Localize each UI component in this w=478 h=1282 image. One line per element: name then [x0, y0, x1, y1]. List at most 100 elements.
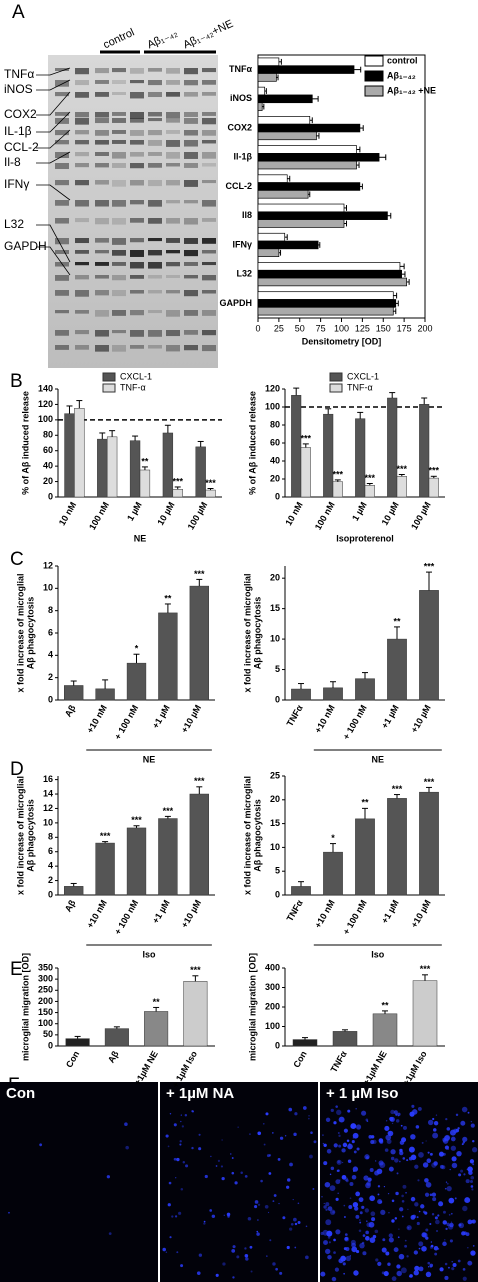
band-leader [36, 111, 71, 133]
gel-band [202, 112, 216, 116]
y-tick-label: GAPDH [219, 298, 252, 308]
bar [257, 131, 317, 141]
bar [257, 73, 277, 82]
bar [257, 145, 357, 154]
gel-band [166, 218, 180, 224]
cell-dot [297, 1220, 301, 1224]
cell-dot [364, 1154, 370, 1160]
cell-dot [377, 1185, 381, 1188]
cell-dot [353, 1150, 357, 1154]
cell-dot [352, 1166, 359, 1172]
x-axis-label: Densitometry [OD] [302, 336, 382, 346]
gel-band [130, 118, 144, 123]
y-axis-label: % of Aβ induced release [247, 391, 257, 495]
cell-dot [431, 1213, 435, 1216]
cell-dot [362, 1251, 367, 1256]
band-leader [36, 67, 71, 76]
cell-dot [471, 1219, 476, 1224]
cell-dot [331, 1276, 337, 1282]
cell-dot [380, 1209, 386, 1215]
bar [332, 1031, 358, 1047]
cell-dot [413, 1250, 419, 1255]
cell-dot [168, 1181, 172, 1185]
cell-dot [455, 1113, 459, 1117]
bar [189, 585, 209, 701]
gel-band [166, 290, 180, 294]
group-label: Iso [143, 949, 157, 959]
y-tick-label: 8 [48, 605, 53, 615]
cell-dot [125, 1145, 129, 1150]
image-label: + 1µM NA [166, 1085, 234, 1102]
gel-band [148, 250, 162, 256]
gel-band [184, 80, 198, 86]
gel-band [166, 250, 180, 254]
gel-band [130, 330, 144, 337]
gel-band [75, 250, 89, 254]
cell-dot [383, 1185, 386, 1188]
legend-label: control [387, 55, 418, 65]
gel-band [202, 200, 216, 207]
gel-band [55, 180, 69, 186]
bar [387, 397, 398, 498]
x-tick-label: 50 [295, 323, 305, 333]
bar [257, 277, 407, 287]
y-tick-label: COX2 [227, 122, 252, 132]
bar [323, 851, 343, 896]
gel-band [148, 262, 162, 269]
cell-dot [472, 1139, 475, 1143]
gel-band [148, 200, 162, 207]
cell-dot [470, 1120, 473, 1123]
cell-dot [448, 1197, 455, 1204]
cell-dot [383, 1271, 389, 1277]
gel-band [75, 92, 89, 98]
gel-band [184, 238, 198, 244]
cell-dot [416, 1216, 419, 1219]
cell-dot [450, 1145, 456, 1151]
cell-dot [106, 1175, 110, 1179]
gel-band [112, 250, 126, 256]
x-tick-label: 100 nM [87, 500, 111, 531]
gel-band [166, 200, 180, 204]
cell-dot [391, 1276, 397, 1282]
x-tick-label: 100 µM [409, 500, 433, 531]
cell-dot [385, 1120, 388, 1122]
cell-dot [410, 1196, 416, 1202]
gel-band [95, 92, 109, 97]
gel-band [202, 290, 216, 294]
gel-band [148, 92, 162, 98]
gel-band [55, 200, 69, 206]
gel-band [55, 238, 69, 245]
y-tick-label: 10 [43, 583, 53, 593]
x-tick-label: 100 [334, 323, 349, 333]
legend-label: Aβ₁₋₄₂ [387, 70, 416, 80]
cell-dot [256, 1230, 259, 1233]
cell-dot [321, 1196, 323, 1198]
cell-dot [448, 1213, 451, 1216]
x-tick-label: +10 nM [85, 703, 109, 735]
gel-band [95, 250, 109, 254]
bar [195, 446, 206, 498]
cell-dot [359, 1219, 361, 1221]
bar [387, 798, 407, 896]
gel-band [166, 275, 180, 279]
cell-dot [462, 1205, 468, 1212]
bar [292, 1039, 318, 1047]
cell-dot [323, 1202, 325, 1205]
cell-dot [368, 1135, 373, 1139]
gel-band [130, 275, 144, 279]
gel-band [184, 275, 198, 279]
cell-dot [425, 1181, 432, 1188]
gel-band [112, 262, 126, 266]
y-axis-label: microglial migration [OD] [247, 953, 257, 1061]
bar [355, 818, 375, 896]
cell-dot [263, 1143, 266, 1146]
y-axis-label: % of Aβ induced release [20, 391, 30, 495]
cell-dot [410, 1134, 416, 1140]
cell-dot [470, 1123, 475, 1128]
panel-label: B [10, 371, 23, 392]
cell-dot [398, 1160, 401, 1163]
y-tick-label: 6 [48, 846, 53, 856]
cell-dot [447, 1266, 450, 1269]
cell-dot [418, 1151, 424, 1158]
